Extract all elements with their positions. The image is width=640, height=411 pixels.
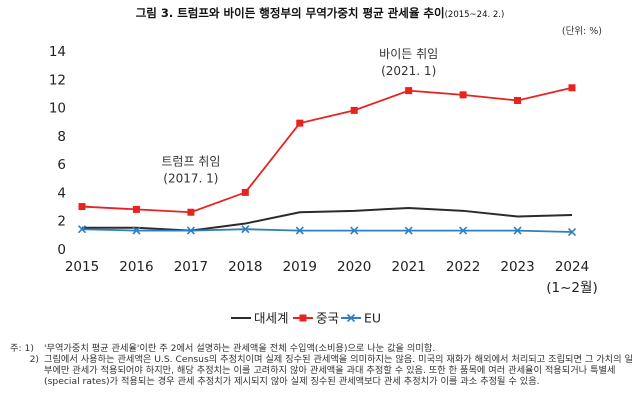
- legend-item-대세계: 대세계: [231, 311, 289, 326]
- legend-label: 대세계: [254, 311, 289, 326]
- y-tick-label: 4: [57, 185, 66, 201]
- data-point-x: [186, 226, 195, 235]
- annotation: 바이든 취임 (2021. 1): [379, 47, 438, 78]
- data-point-square: [514, 97, 522, 104]
- series-line: [81, 86, 573, 214]
- x-tick-sublabel: (1~2월): [546, 280, 597, 296]
- data-point-x: [295, 226, 304, 235]
- y-tick-label: 10: [49, 101, 66, 117]
- x-tick-label: 2021: [391, 259, 425, 275]
- data-point-square: [405, 87, 413, 95]
- data-point-square: [241, 188, 249, 196]
- x-tick-label: 2018: [228, 259, 262, 275]
- y-tick-label: 6: [57, 157, 66, 173]
- x-tick-label: 2020: [337, 259, 371, 275]
- x-tick-label: 2024: [555, 259, 589, 275]
- legend-swatch-marker: [299, 314, 307, 322]
- data-point-square: [296, 119, 304, 127]
- data-point-x: [567, 227, 577, 237]
- data-point-x: [350, 226, 359, 235]
- chart-title: 그림 3. 트럼프와 바이든 행정부의 무역가중치 평균 관세율 추이(2015…: [136, 6, 505, 20]
- legend: 대세계 중국 EU: [231, 311, 381, 326]
- x-tick-label: 2017: [174, 259, 208, 275]
- data-point-square: [78, 203, 86, 211]
- annotation: 트럼프 취임 (2017. 1): [161, 155, 220, 186]
- series-중국: [78, 84, 576, 216]
- data-point-square: [132, 205, 140, 213]
- series-layer: [77, 84, 577, 237]
- footnote-1-prefix: 주: 1): [10, 343, 34, 354]
- data-point-x: [241, 225, 250, 234]
- data-point-x: [132, 226, 141, 235]
- data-point-x: [404, 226, 413, 235]
- data-point-square: [350, 106, 358, 114]
- unit-label: (단위: %): [562, 25, 602, 37]
- y-tick-label: 12: [49, 72, 66, 88]
- legend-label: EU: [364, 311, 381, 326]
- footnote-2-text: 그림에서 사용하는 관세액은 U.S. Census의 추정치이며 실제 징수된…: [44, 354, 633, 387]
- data-point-square: [187, 208, 195, 216]
- data-point-square: [459, 91, 467, 99]
- series-line: [82, 206, 573, 232]
- legend-swatch-marker: [346, 313, 356, 323]
- series-EU: [77, 225, 577, 237]
- x-tick-label: 2022: [446, 259, 480, 275]
- series-대세계: [82, 206, 573, 232]
- y-tick-label: 14: [49, 44, 66, 60]
- legend-item-중국: 중국: [293, 311, 339, 326]
- x-tick-label: 2015: [65, 259, 99, 275]
- footnote-1-text: '무역가중치 평균 관세율'이란 주 2에서 설명하는 관세액을 전체 수입액(…: [44, 343, 436, 354]
- y-tick-label: 2: [57, 214, 66, 230]
- footnote-2: 2) 그림에서 사용하는 관세액은 U.S. Census의 추정치이며 실제 …: [10, 354, 636, 387]
- footnote-2-prefix: 2): [29, 354, 39, 365]
- chart: 그림 3. 트럼프와 바이든 행정부의 무역가중치 평균 관세율 추이(2015…: [49, 6, 602, 326]
- data-point-x: [77, 225, 87, 234]
- footnote-1: 주: 1) '무역가중치 평균 관세율'이란 주 2에서 설명하는 관세액을 전…: [10, 343, 636, 354]
- chart-title-main: 그림 3. 트럼프와 바이든 행정부의 무역가중치 평균 관세율 추이: [136, 6, 445, 20]
- x-tick-label: 2016: [119, 259, 153, 275]
- series-line: [81, 228, 573, 233]
- data-point-x: [513, 226, 522, 235]
- x-tick-label: 2023: [500, 259, 534, 275]
- data-point-square: [568, 84, 576, 92]
- chart-title-period: (2015~24. 2.): [445, 10, 505, 20]
- data-point-x: [459, 226, 468, 235]
- legend-item-EU: EU: [341, 311, 381, 326]
- y-axis-ticks: 0 2 4 6 8 10 12 14: [49, 44, 66, 258]
- annotations: 트럼프 취임 (2017. 1) 바이든 취임 (2021. 1): [161, 47, 438, 185]
- legend-label: 중국: [316, 311, 339, 326]
- y-tick-label: 0: [57, 242, 66, 258]
- x-tick-label: 2019: [283, 259, 317, 275]
- x-axis-ticks: 2015 2016 2017 2018 2019 2020 2021 2022 2023 2024…: [65, 259, 598, 296]
- footnotes: 주: 1) '무역가중치 평균 관세율'이란 주 2에서 설명하는 관세액을 전…: [10, 343, 636, 387]
- y-tick-label: 8: [57, 129, 66, 145]
